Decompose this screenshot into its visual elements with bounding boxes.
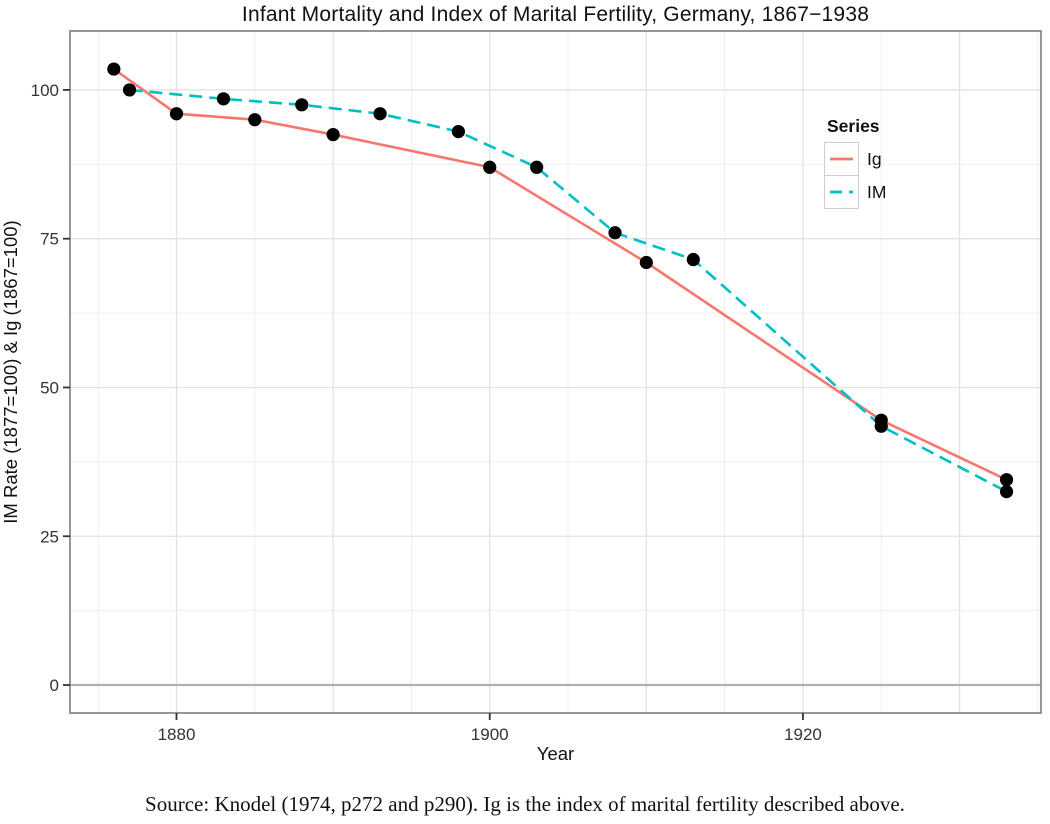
data-point-im (999, 485, 1014, 499)
data-point-im (874, 419, 888, 433)
legend-entry: Ig (824, 142, 886, 176)
data-point-im (530, 160, 544, 174)
data-point-ig (169, 107, 184, 121)
legend-title: Series (827, 116, 880, 136)
legend-key-ig (824, 142, 859, 176)
series-line-ig (113, 68, 1008, 481)
legend-entry-label: Ig (867, 148, 882, 169)
data-point-im (608, 226, 622, 240)
chart-title: Infant Mortality and Index of Marital Fe… (241, 3, 870, 26)
y-tick-label: 75 (40, 230, 59, 249)
y-tick-label: 25 (40, 527, 59, 546)
data-point-im (122, 83, 137, 97)
data-point-im (216, 92, 231, 106)
data-point-ig (999, 473, 1014, 487)
y-tick-label: 0 (50, 676, 59, 695)
legend-entries: Ig IM (824, 142, 886, 209)
data-point-im (295, 98, 309, 112)
data-point-ig (248, 113, 262, 127)
source-caption: Source: Knodel (1974, p272 and p290). Ig… (145, 792, 905, 816)
x-tick-label: 1900 (471, 725, 509, 744)
data-point-im (373, 107, 387, 121)
y-tick-label: 50 (40, 378, 59, 397)
legend-key-line-icon (830, 190, 853, 194)
data-point-im (451, 124, 465, 139)
data-point-im (686, 252, 700, 267)
legend-key-im (824, 175, 859, 209)
legend-key-line-icon (830, 157, 853, 161)
x-tick-label: 1920 (784, 725, 822, 744)
x-tick-label: 1880 (158, 725, 196, 744)
data-point-ig (639, 255, 653, 270)
legend: Series Ig IM (824, 116, 886, 209)
legend-entry-label: IM (867, 182, 887, 202)
data-point-ig (483, 160, 497, 174)
chart-plot-area: 0 25 50 75 100 1880 1900 1920 (31, 30, 1042, 744)
y-axis-title: IM Rate (1877=100) & Ig (1867=100) (0, 220, 21, 524)
series-line-im (129, 88, 1008, 493)
legend-entry: IM (824, 175, 887, 209)
y-tick-label: 100 (31, 81, 59, 100)
data-point-ig (107, 62, 121, 76)
x-axis-title: Year (536, 743, 575, 764)
data-point-ig (326, 127, 340, 142)
panel-border (69, 30, 1042, 714)
